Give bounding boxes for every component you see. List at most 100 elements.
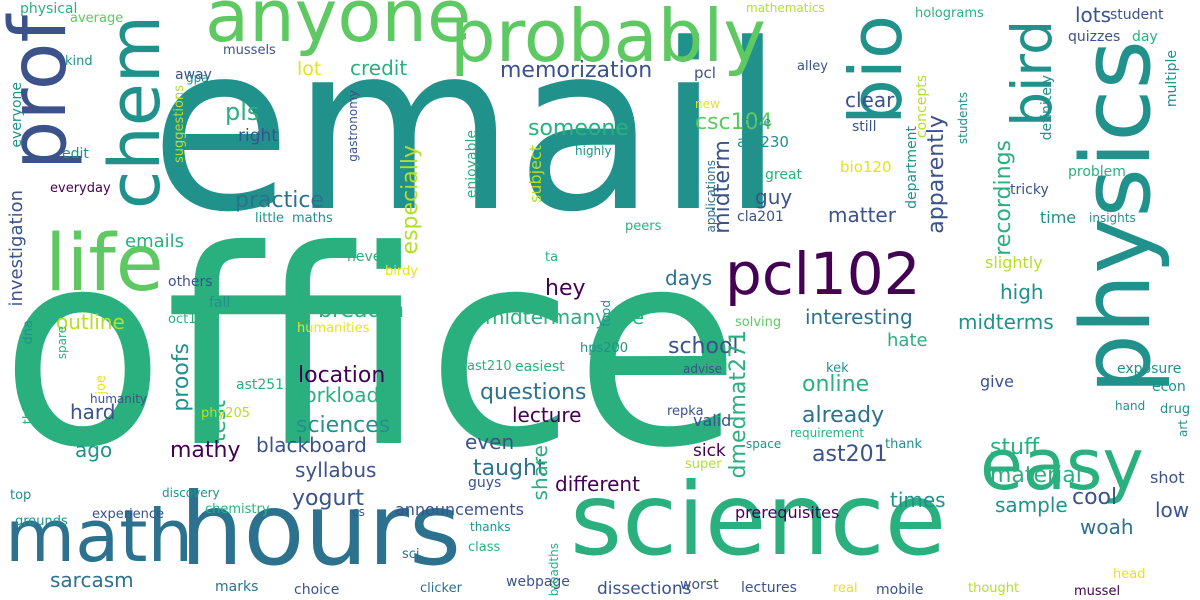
cloud-word: humanity bbox=[90, 392, 147, 406]
cloud-word: slightly bbox=[985, 253, 1043, 272]
cloud-word: someone bbox=[528, 116, 629, 141]
cloud-word: class bbox=[468, 540, 501, 555]
cloud-word: ast251 bbox=[236, 377, 285, 393]
cloud-word: dna bbox=[21, 320, 36, 345]
cloud-word: pcl102 bbox=[725, 240, 921, 308]
cloud-word: oct11 bbox=[168, 312, 205, 327]
cloud-word: webpage bbox=[506, 574, 570, 590]
cloud-word: mussels bbox=[223, 43, 276, 58]
cloud-word: share bbox=[528, 445, 552, 501]
cloud-word: dissections bbox=[597, 579, 692, 599]
cloud-word: lecture bbox=[512, 403, 582, 427]
cloud-word: experience bbox=[92, 507, 165, 522]
cloud-word: woah bbox=[1080, 515, 1134, 539]
cloud-word: breadths bbox=[547, 543, 561, 597]
cloud-word: yogurt bbox=[292, 486, 365, 511]
cloud-word: pcl bbox=[694, 64, 716, 82]
cloud-word: physical bbox=[20, 1, 78, 17]
cloud-word: location bbox=[298, 363, 386, 388]
cloud-word: hand bbox=[1115, 399, 1146, 413]
cloud-word: tricky bbox=[1010, 182, 1049, 198]
cloud-word: department bbox=[904, 126, 920, 209]
cloud-word: definitely bbox=[1039, 75, 1055, 141]
cloud-word: phy205 bbox=[201, 406, 250, 421]
cloud-word: stuff bbox=[990, 435, 1040, 460]
cloud-word: matter bbox=[828, 203, 896, 227]
cloud-word: ta bbox=[545, 250, 559, 265]
cloud-word: ast210 bbox=[467, 359, 512, 374]
cloud-word: time bbox=[1040, 208, 1077, 227]
cloud-word: sick bbox=[693, 441, 726, 461]
cloud-word: online bbox=[802, 372, 870, 397]
cloud-word: bio120 bbox=[840, 158, 892, 176]
cloud-word: thought bbox=[968, 581, 1020, 596]
cloud-word: requirement bbox=[790, 426, 865, 440]
cloud-word: credit bbox=[350, 56, 408, 80]
cloud-word: marks bbox=[215, 579, 259, 595]
cloud-word: students bbox=[956, 92, 970, 145]
cloud-word: easiest bbox=[515, 359, 565, 375]
cloud-word: thanks bbox=[470, 520, 511, 534]
cloud-word: exposure bbox=[1117, 361, 1182, 377]
cloud-word: mathy bbox=[170, 438, 241, 463]
cloud-word: insights bbox=[1089, 211, 1136, 225]
cloud-word: sarcasm bbox=[50, 568, 134, 592]
cloud-word: interesting bbox=[805, 305, 913, 329]
cloud-word: questions bbox=[480, 380, 587, 405]
cloud-word: low bbox=[1155, 498, 1190, 522]
cloud-word: clear bbox=[845, 88, 895, 112]
cloud-word: quizzes bbox=[1068, 29, 1121, 45]
cloud-word: problem bbox=[1068, 164, 1126, 180]
cloud-word: valid bbox=[693, 411, 732, 430]
cloud-word: edit bbox=[62, 146, 89, 162]
cloud-word: lectures bbox=[741, 580, 797, 596]
cloud-word: gastronomy bbox=[346, 90, 360, 162]
cloud-word: still bbox=[852, 119, 877, 135]
cloud-word: suggestions bbox=[172, 85, 187, 163]
cloud-word: sci bbox=[402, 547, 420, 562]
cloud-word: especially bbox=[398, 145, 423, 255]
cloud-word: midterms bbox=[958, 310, 1054, 334]
cloud-word: even bbox=[465, 430, 515, 454]
cloud-word: guy bbox=[755, 185, 793, 209]
cloud-word: anyone bbox=[205, 0, 472, 58]
cloud-word: right bbox=[238, 126, 278, 146]
cloud-word: holograms bbox=[915, 6, 984, 21]
cloud-word: away bbox=[175, 67, 212, 83]
cloud-word: pls bbox=[225, 98, 260, 126]
cloud-word: applications bbox=[704, 160, 718, 233]
cloud-word: emails bbox=[125, 231, 185, 252]
cloud-word: probably bbox=[450, 0, 766, 78]
cloud-word: proofs bbox=[169, 343, 194, 412]
cloud-word: multiple bbox=[1164, 50, 1180, 108]
cloud-word: things bbox=[21, 384, 36, 425]
cloud-word: top bbox=[10, 488, 32, 503]
cloud-word: alley bbox=[797, 59, 828, 74]
cloud-word: high bbox=[1000, 280, 1044, 304]
cloud-word: shot bbox=[1150, 468, 1185, 487]
cloud-word: worst bbox=[680, 577, 719, 593]
cloud-word: lot bbox=[297, 58, 322, 80]
cloud-word: outline bbox=[56, 310, 125, 334]
cloud-word: csc104 bbox=[695, 110, 773, 135]
cloud-word: office bbox=[0, 192, 741, 507]
cloud-word: humanities bbox=[297, 321, 370, 336]
cloud-word: super bbox=[685, 457, 722, 472]
cloud-word: sample bbox=[995, 493, 1068, 517]
cloud-word: discovery bbox=[162, 486, 220, 500]
cloud-word: day bbox=[1132, 29, 1158, 45]
cloud-word: hate bbox=[887, 330, 928, 351]
cloud-word: highly bbox=[575, 144, 612, 158]
cloud-word: already bbox=[802, 403, 885, 428]
cloud-word: thank bbox=[885, 437, 923, 452]
cloud-word: kind bbox=[65, 54, 93, 69]
cloud-word: code bbox=[742, 115, 771, 129]
cloud-word: give bbox=[980, 372, 1014, 391]
cloud-word: math bbox=[5, 494, 194, 578]
cloud-word: hps200 bbox=[580, 341, 629, 356]
cloud-word: never bbox=[347, 249, 388, 265]
cloud-word: different bbox=[555, 472, 640, 496]
cloud-word: econ bbox=[1152, 379, 1186, 395]
cloud-word: chemistry bbox=[205, 502, 270, 517]
cloud-word: hey bbox=[545, 276, 586, 301]
